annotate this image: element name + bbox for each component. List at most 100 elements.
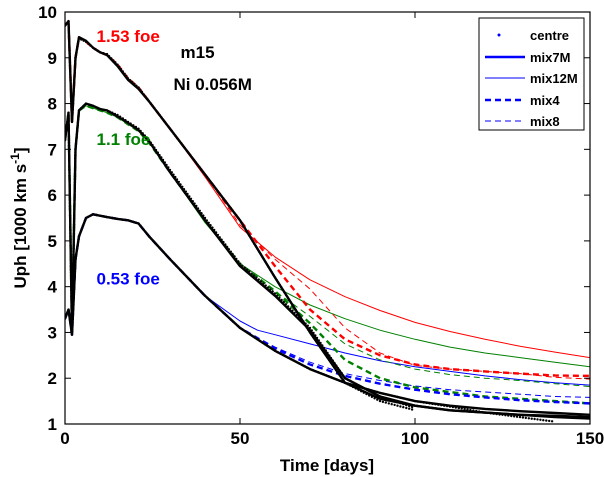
data-point (280, 298, 283, 302)
legend-label-centre: centre (530, 28, 569, 43)
data-point (262, 282, 265, 285)
series-1-1-foe-centre (65, 102, 414, 409)
y-axis-label-sup: -1 (8, 153, 22, 164)
data-point (202, 170, 205, 174)
data-point (327, 375, 330, 378)
data-point (172, 262, 176, 265)
data-point (259, 252, 262, 256)
data-point (335, 378, 339, 381)
data-point (189, 154, 192, 157)
data-point (166, 255, 170, 259)
data-point (393, 395, 396, 398)
data-point (69, 73, 72, 76)
data-point (116, 113, 119, 117)
data-point (291, 303, 294, 307)
data-point (91, 213, 95, 216)
data-point (201, 292, 205, 295)
data-point (149, 102, 152, 105)
data-point (149, 237, 153, 240)
legend-box (478, 17, 585, 131)
data-point (209, 224, 212, 227)
data-point (181, 270, 184, 274)
data-point (161, 118, 165, 121)
data-point (316, 371, 320, 374)
data-point (349, 383, 352, 386)
data-point (422, 401, 425, 404)
data-point (245, 268, 249, 271)
data-point (153, 146, 156, 149)
data-point (78, 232, 82, 235)
data-point (69, 82, 72, 85)
data-point (278, 283, 281, 287)
data-point (325, 374, 328, 377)
data-point (336, 371, 340, 374)
data-point (220, 195, 223, 198)
data-point (144, 95, 147, 98)
data-point (67, 129, 71, 132)
data-point (210, 300, 213, 303)
data-point (343, 377, 347, 380)
x-tick-label: 0 (60, 429, 69, 448)
data-point (107, 55, 111, 58)
data-point (387, 393, 390, 397)
data-point (68, 180, 71, 184)
data-point (68, 198, 72, 202)
data-point (183, 146, 186, 150)
data-point (75, 252, 78, 255)
data-point (89, 214, 92, 217)
data-point (460, 407, 463, 410)
data-point (70, 280, 73, 283)
annotation-1-1-foe: 1.1 foe (97, 130, 151, 149)
data-point (134, 221, 138, 224)
data-point (76, 42, 80, 46)
data-point (67, 311, 71, 314)
data-point (221, 310, 224, 313)
data-point (364, 387, 367, 390)
data-point (238, 326, 242, 330)
data-point (73, 184, 77, 187)
data-point (539, 418, 542, 421)
data-point (76, 240, 80, 244)
data-point (71, 324, 74, 327)
data-point (203, 173, 207, 176)
data-point (317, 343, 320, 347)
data-point (71, 318, 74, 321)
data-point (408, 407, 411, 410)
data-point (527, 417, 530, 420)
data-point (227, 204, 231, 207)
data-point (322, 346, 326, 350)
data-point (68, 213, 72, 217)
data-point (70, 97, 73, 100)
data-point (67, 126, 70, 129)
data-point (225, 202, 229, 205)
data-point (280, 286, 283, 289)
data-point (240, 221, 243, 225)
data-point (378, 399, 382, 403)
data-point (140, 226, 144, 229)
data-point (216, 190, 220, 193)
data-point (408, 398, 411, 401)
data-point (413, 399, 417, 403)
data-point (105, 109, 109, 112)
data-point (510, 414, 513, 418)
data-point (69, 277, 73, 280)
data-point (72, 268, 75, 271)
data-point (88, 103, 91, 106)
data-point (73, 205, 76, 208)
data-point (237, 216, 240, 220)
data-point (163, 161, 166, 164)
data-point (118, 115, 122, 118)
data-point (69, 250, 72, 253)
data-point (297, 313, 301, 317)
data-point (69, 222, 72, 226)
data-point (72, 256, 75, 259)
data-point (68, 153, 71, 157)
data-point (71, 105, 75, 108)
data-point (193, 202, 196, 205)
data-point (179, 183, 182, 186)
data-point (410, 405, 414, 409)
data-point (69, 85, 73, 88)
data-point (102, 108, 105, 111)
data-point (545, 419, 548, 422)
data-point (67, 141, 71, 144)
